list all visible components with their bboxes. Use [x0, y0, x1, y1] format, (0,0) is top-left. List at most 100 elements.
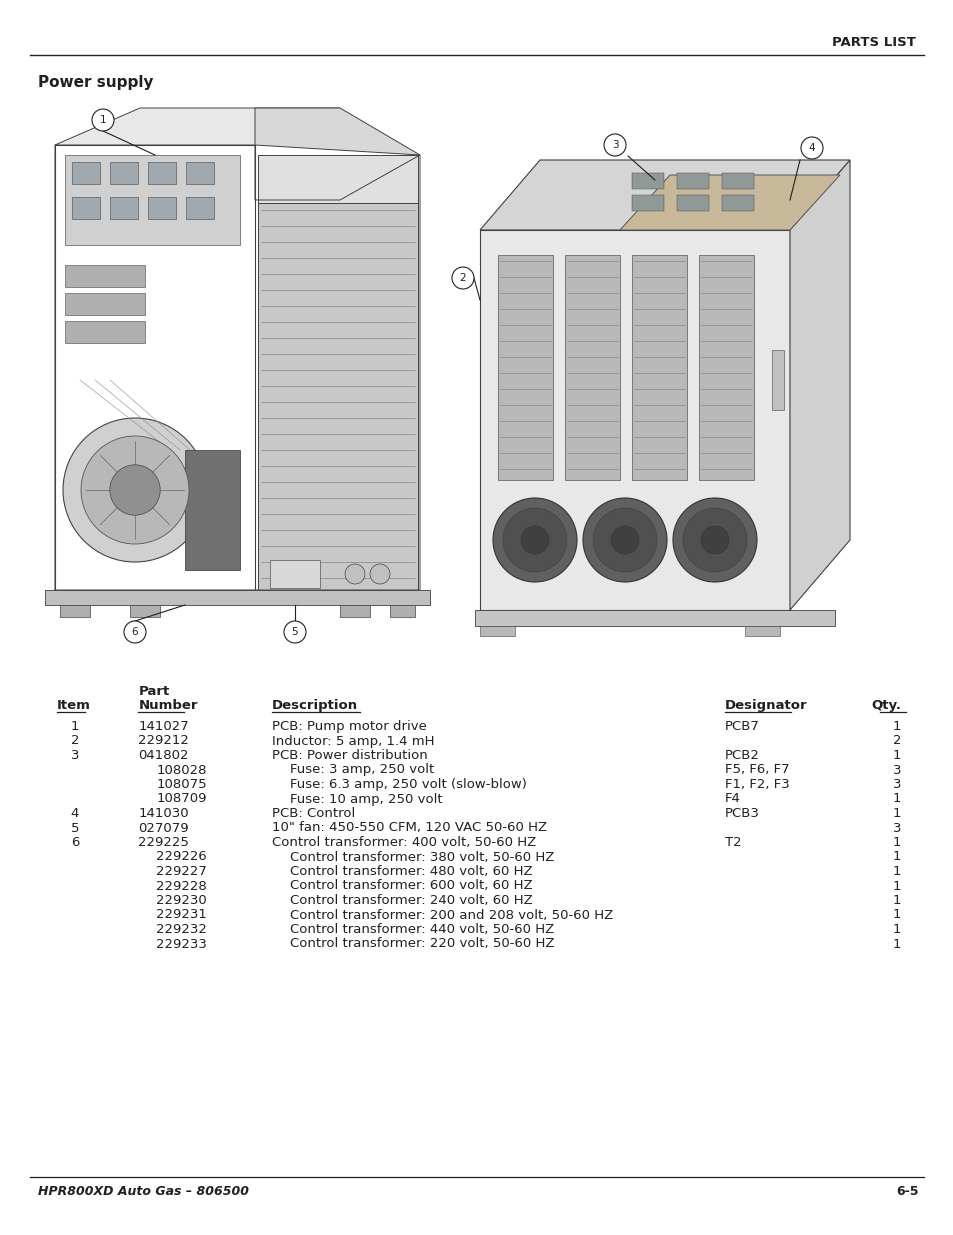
Bar [270, 559, 319, 588]
Bar [479, 230, 789, 610]
Text: 1: 1 [892, 923, 901, 936]
Text: F4: F4 [724, 793, 740, 805]
Bar [65, 266, 145, 287]
Text: 141030: 141030 [138, 806, 189, 820]
Text: F1, F2, F3: F1, F2, F3 [724, 778, 789, 790]
Circle shape [610, 526, 639, 555]
Text: Number: Number [138, 699, 197, 713]
Text: 229227: 229227 [156, 864, 207, 878]
Bar [677, 195, 708, 211]
Text: 3: 3 [892, 763, 901, 777]
Text: Control transformer: 480 volt, 60 HZ: Control transformer: 480 volt, 60 HZ [290, 864, 532, 878]
Text: PCB: Pump motor drive: PCB: Pump motor drive [272, 720, 426, 734]
Circle shape [63, 417, 207, 562]
Circle shape [593, 508, 657, 572]
Text: 1: 1 [892, 937, 901, 951]
Text: 10" fan: 450-550 CFM, 120 VAC 50-60 HZ: 10" fan: 450-550 CFM, 120 VAC 50-60 HZ [272, 821, 546, 835]
Text: Control transformer: 380 volt, 50-60 HZ: Control transformer: 380 volt, 50-60 HZ [290, 851, 554, 863]
Text: PCB: Control: PCB: Control [272, 806, 355, 820]
Bar [475, 610, 834, 626]
Text: T2: T2 [724, 836, 740, 848]
Text: 229225: 229225 [138, 836, 189, 848]
Text: 2: 2 [459, 273, 466, 283]
Text: 1: 1 [892, 720, 901, 734]
Bar [631, 195, 663, 211]
Text: Control transformer: 200 and 208 volt, 50-60 HZ: Control transformer: 200 and 208 volt, 5… [290, 909, 613, 921]
Text: 229232: 229232 [156, 923, 207, 936]
Text: 3: 3 [892, 778, 901, 790]
Text: 6: 6 [132, 627, 138, 637]
Text: Qty.: Qty. [871, 699, 901, 713]
Text: 229226: 229226 [156, 851, 207, 863]
Text: Designator: Designator [724, 699, 807, 713]
Circle shape [801, 137, 822, 159]
Text: 108709: 108709 [156, 793, 207, 805]
Circle shape [582, 498, 666, 582]
Circle shape [603, 135, 625, 156]
Text: Fuse: 3 amp, 250 volt: Fuse: 3 amp, 250 volt [290, 763, 434, 777]
Text: PARTS LIST: PARTS LIST [831, 36, 915, 48]
Text: 5: 5 [71, 821, 79, 835]
Text: Control transformer: 600 volt, 60 HZ: Control transformer: 600 volt, 60 HZ [290, 879, 532, 893]
Text: 1: 1 [892, 836, 901, 848]
Text: Power supply: Power supply [38, 74, 153, 89]
Text: 229231: 229231 [156, 909, 207, 921]
Bar [339, 605, 370, 618]
Text: 229228: 229228 [156, 879, 207, 893]
Text: PCB: Power distribution: PCB: Power distribution [272, 748, 427, 762]
Bar [497, 254, 553, 480]
Circle shape [700, 526, 728, 555]
Text: 1: 1 [892, 851, 901, 863]
Circle shape [493, 498, 577, 582]
Text: PCB3: PCB3 [724, 806, 760, 820]
Text: 1: 1 [71, 720, 79, 734]
Circle shape [520, 526, 548, 555]
Text: Inductor: 5 amp, 1.4 mH: Inductor: 5 amp, 1.4 mH [272, 735, 434, 747]
Bar [564, 254, 619, 480]
Circle shape [452, 267, 474, 289]
Bar [110, 198, 138, 219]
Polygon shape [55, 107, 339, 144]
Circle shape [345, 564, 365, 584]
Text: Item: Item [57, 699, 91, 713]
Circle shape [370, 564, 390, 584]
Text: 1: 1 [892, 806, 901, 820]
Bar [65, 293, 145, 315]
Text: 1: 1 [892, 793, 901, 805]
Circle shape [110, 464, 160, 515]
Text: 229233: 229233 [156, 937, 207, 951]
Text: 1: 1 [892, 909, 901, 921]
Text: 1: 1 [892, 748, 901, 762]
Bar [71, 162, 100, 184]
Text: 041802: 041802 [138, 748, 189, 762]
Text: 1: 1 [892, 879, 901, 893]
Text: Control transformer: 220 volt, 50-60 HZ: Control transformer: 220 volt, 50-60 HZ [290, 937, 554, 951]
Bar [110, 162, 138, 184]
Circle shape [91, 109, 113, 131]
Bar [677, 173, 708, 189]
Text: 6: 6 [71, 836, 79, 848]
Text: Control transformer: 440 volt, 50-60 HZ: Control transformer: 440 volt, 50-60 HZ [290, 923, 554, 936]
Text: Fuse: 6.3 amp, 250 volt (slow-blow): Fuse: 6.3 amp, 250 volt (slow-blow) [290, 778, 526, 790]
Text: PCB2: PCB2 [724, 748, 760, 762]
Bar [721, 173, 753, 189]
Polygon shape [619, 175, 840, 230]
Circle shape [284, 621, 306, 643]
Polygon shape [254, 107, 419, 156]
Text: 108028: 108028 [156, 763, 207, 777]
Text: 229230: 229230 [156, 894, 207, 906]
Text: Part: Part [138, 685, 170, 698]
Text: 3: 3 [611, 140, 618, 149]
Bar [186, 162, 213, 184]
Text: 3: 3 [892, 821, 901, 835]
Text: Fuse: 10 amp, 250 volt: Fuse: 10 amp, 250 volt [290, 793, 442, 805]
Bar [631, 254, 686, 480]
Circle shape [81, 436, 189, 543]
Text: 108075: 108075 [156, 778, 207, 790]
Circle shape [502, 508, 566, 572]
Bar [257, 156, 417, 203]
Bar [71, 198, 100, 219]
Bar [721, 195, 753, 211]
Bar [186, 198, 213, 219]
Bar [744, 626, 780, 636]
